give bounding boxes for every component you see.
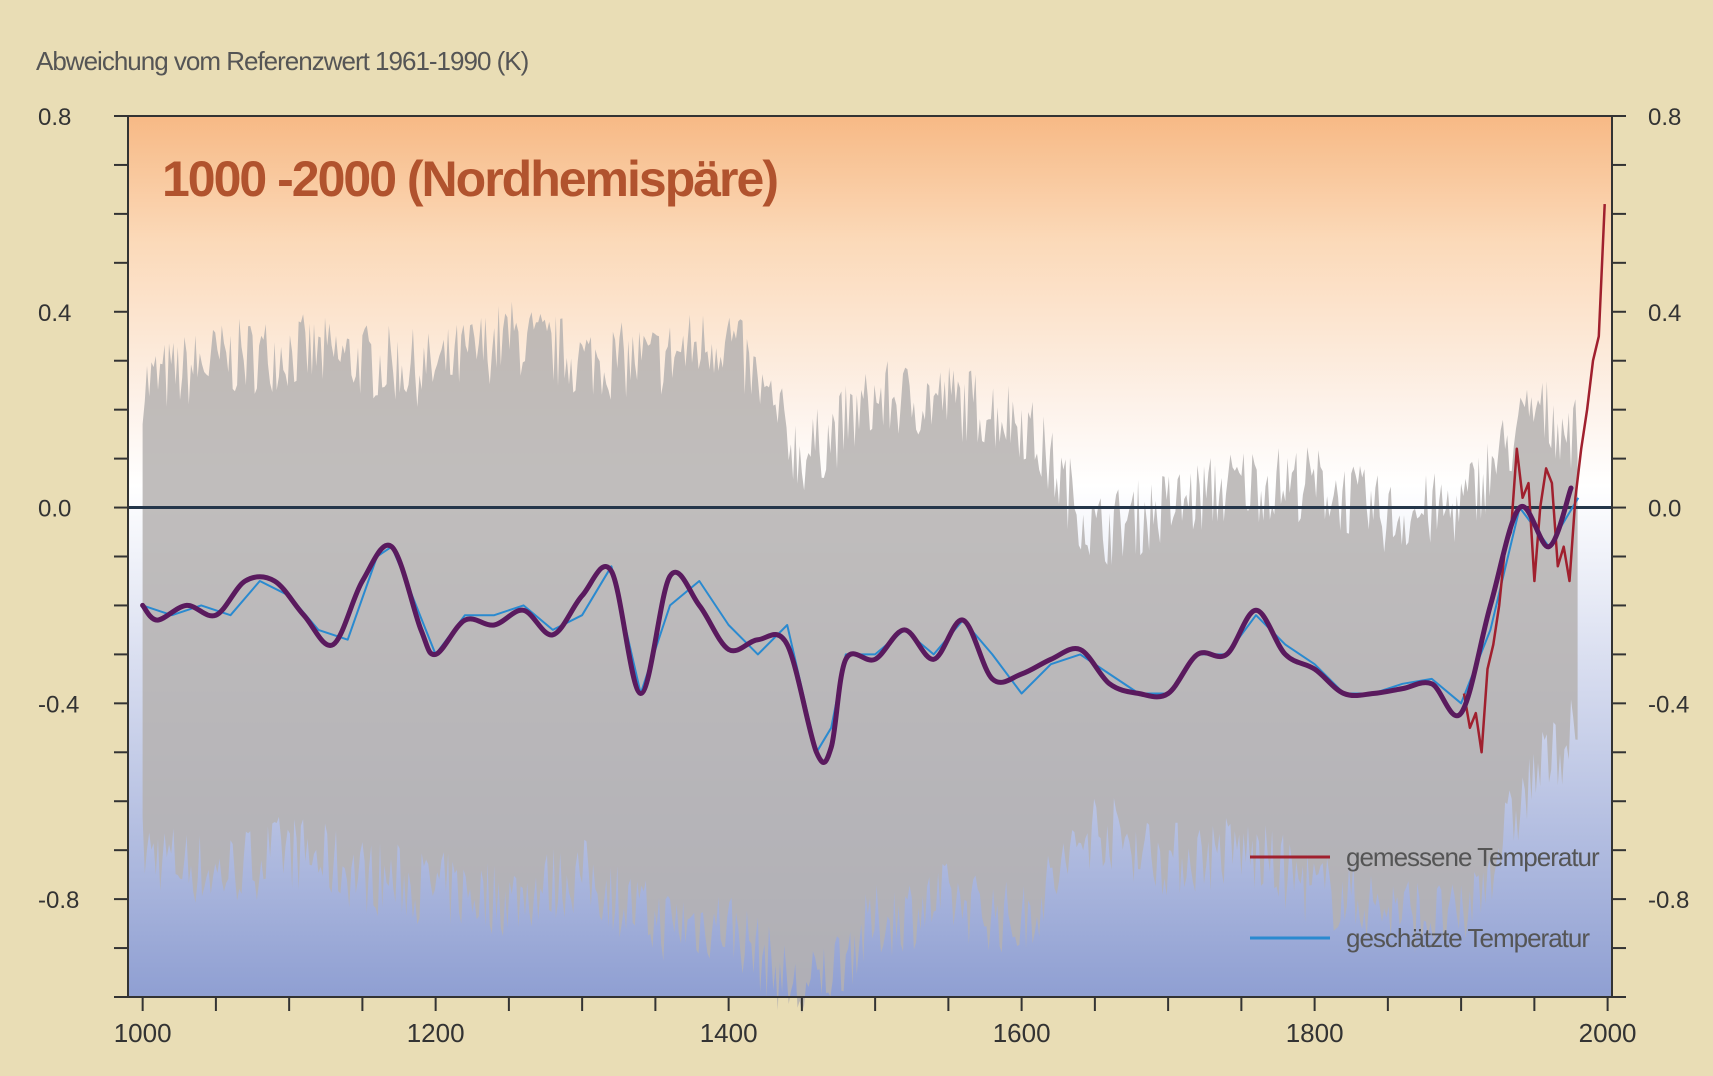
y-tick-label-right: 0.8 (1648, 104, 1681, 131)
x-tick-label: 1800 (1286, 1018, 1344, 1048)
x-tick-label: 1600 (993, 1018, 1051, 1048)
trend-layer (140, 485, 1574, 765)
y-tick-label-left: 0.0 (38, 496, 71, 523)
x-tick-label: 1400 (700, 1018, 758, 1048)
legend-item-measured: gemessene Temperatur (1250, 842, 1601, 872)
y-tick-label-left: 0.8 (38, 104, 71, 131)
legend-item-estimated: geschätzte Temperatur (1250, 923, 1591, 953)
smoothed-trend-line (140, 485, 1574, 765)
x-tick-label: 1200 (407, 1018, 465, 1048)
y-tick-label-left: 0.4 (38, 300, 71, 327)
legend: gemessene Temperatur geschätzte Temperatu… (1250, 842, 1601, 953)
legend-label: gemessene Temperatur (1346, 842, 1600, 872)
y-tick-label-left: -0.4 (38, 691, 79, 718)
y-tick-label-right: -0.8 (1648, 887, 1689, 914)
y-tick-label-right: -0.4 (1648, 691, 1689, 718)
y-axis-label: Abweichung vom Referenzwert 1961-1990 (K… (36, 46, 529, 76)
x-tick-label: 1000 (114, 1018, 172, 1048)
y-tick-label-right: 0.4 (1648, 300, 1681, 327)
measured-temperature-line (1462, 204, 1606, 754)
legend-label: geschätzte Temperatur (1346, 923, 1590, 953)
y-tick-label-right: 0.0 (1648, 496, 1681, 523)
x-tick-label: 2000 (1579, 1018, 1637, 1048)
y-tick-label-left: -0.8 (38, 887, 79, 914)
axis-layer: 0.8 0.8 0.4 0.4 0.0 0.0 -0.4 -0.4 -0.8 -0.8 1000 12… (38, 104, 1689, 1048)
chart-title: 1000 -2000 (Nordhemispäre) (162, 151, 777, 207)
